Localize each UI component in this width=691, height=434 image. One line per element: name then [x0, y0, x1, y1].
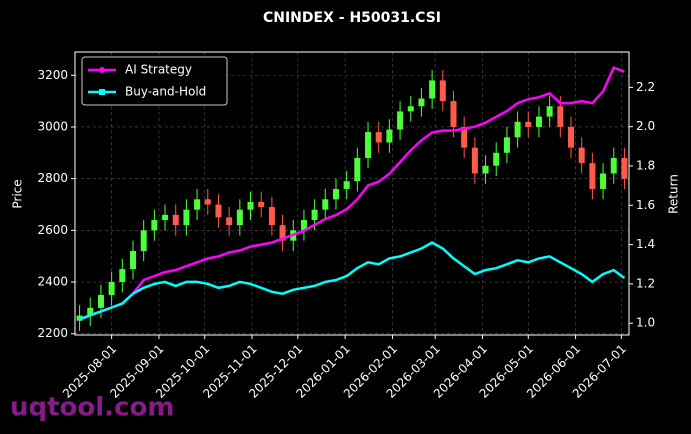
y2-tick-label: 1.6	[636, 198, 655, 212]
candle-body	[418, 98, 425, 107]
legend-label: AI Strategy	[125, 63, 192, 77]
candle-body	[87, 307, 94, 316]
legend-marker	[99, 89, 105, 95]
candle-body	[172, 214, 179, 226]
candle-body	[162, 214, 169, 220]
chart-title: CNINDEX - H50031.CSI	[263, 10, 441, 26]
candle-body	[97, 294, 104, 308]
y-tick-label: 3000	[37, 119, 68, 133]
candle-body	[365, 132, 372, 158]
legend-marker	[99, 67, 105, 73]
candle-body	[578, 147, 585, 164]
y2-tick-label: 2.2	[636, 80, 655, 94]
plot-frame	[74, 51, 630, 336]
candle-body	[407, 106, 414, 112]
legend-box	[81, 56, 228, 106]
legend: AI Strategy Buy-and-Hold	[81, 56, 228, 106]
candle-body	[450, 101, 457, 127]
candle-body	[610, 157, 617, 174]
candle-body	[119, 269, 126, 283]
y-axis-label: Price	[11, 179, 25, 208]
candle-body	[386, 129, 393, 143]
series-line	[79, 66, 625, 321]
y2-tick-label: 1.8	[636, 158, 655, 172]
candle-body	[183, 209, 190, 226]
candle-body	[439, 80, 446, 102]
y-tick-label: 2200	[37, 326, 68, 340]
candle-body	[322, 199, 329, 210]
candle-body	[461, 126, 468, 148]
y-tick-label: 3200	[37, 68, 68, 82]
y-tick-label: 2600	[37, 223, 68, 237]
candle-body	[600, 173, 607, 189]
legend-label: Buy-and-Hold	[125, 85, 206, 99]
candle-body	[129, 251, 136, 270]
candle-body	[546, 106, 553, 117]
candle-body	[194, 199, 201, 210]
candle-body	[247, 201, 254, 210]
candle-body	[557, 106, 564, 127]
watermark: uqtool.com	[10, 393, 174, 423]
candle-body	[397, 111, 404, 130]
candle-body	[140, 230, 147, 252]
candle-body	[525, 121, 532, 127]
y2-tick-label: 1.2	[636, 276, 655, 290]
candle-body	[332, 188, 339, 200]
y2-tick-label: 1.4	[636, 237, 655, 251]
candle-body	[279, 225, 286, 241]
candle-body	[568, 126, 575, 148]
candle-body	[258, 201, 265, 208]
candle-body	[268, 207, 275, 226]
candle-body	[215, 204, 222, 218]
y-tick-label: 2800	[37, 171, 68, 185]
candle-body	[311, 209, 318, 220]
candle-body	[108, 282, 115, 295]
y2-tick-label: 2.0	[636, 119, 655, 133]
candle-body	[503, 137, 510, 153]
candle-body	[151, 219, 158, 231]
candle-body	[226, 217, 233, 226]
candle-body	[204, 199, 211, 205]
candle-body	[354, 157, 361, 182]
candle-body	[589, 163, 596, 189]
candle-body	[493, 152, 500, 166]
candle-body	[375, 132, 382, 143]
candle-body	[482, 165, 489, 174]
y2-axis-label: Return	[667, 174, 681, 214]
candle-body	[621, 157, 628, 179]
candle-body	[514, 121, 521, 138]
candle-body	[236, 209, 243, 226]
series-line	[79, 241, 626, 321]
candle-body	[535, 116, 542, 127]
y-tick-label: 2400	[37, 275, 68, 289]
y2-tick-label: 1.0	[636, 316, 655, 330]
candle-body	[343, 181, 350, 189]
candle-body	[300, 219, 307, 231]
candle-body	[471, 147, 478, 174]
candle-body	[429, 80, 436, 99]
